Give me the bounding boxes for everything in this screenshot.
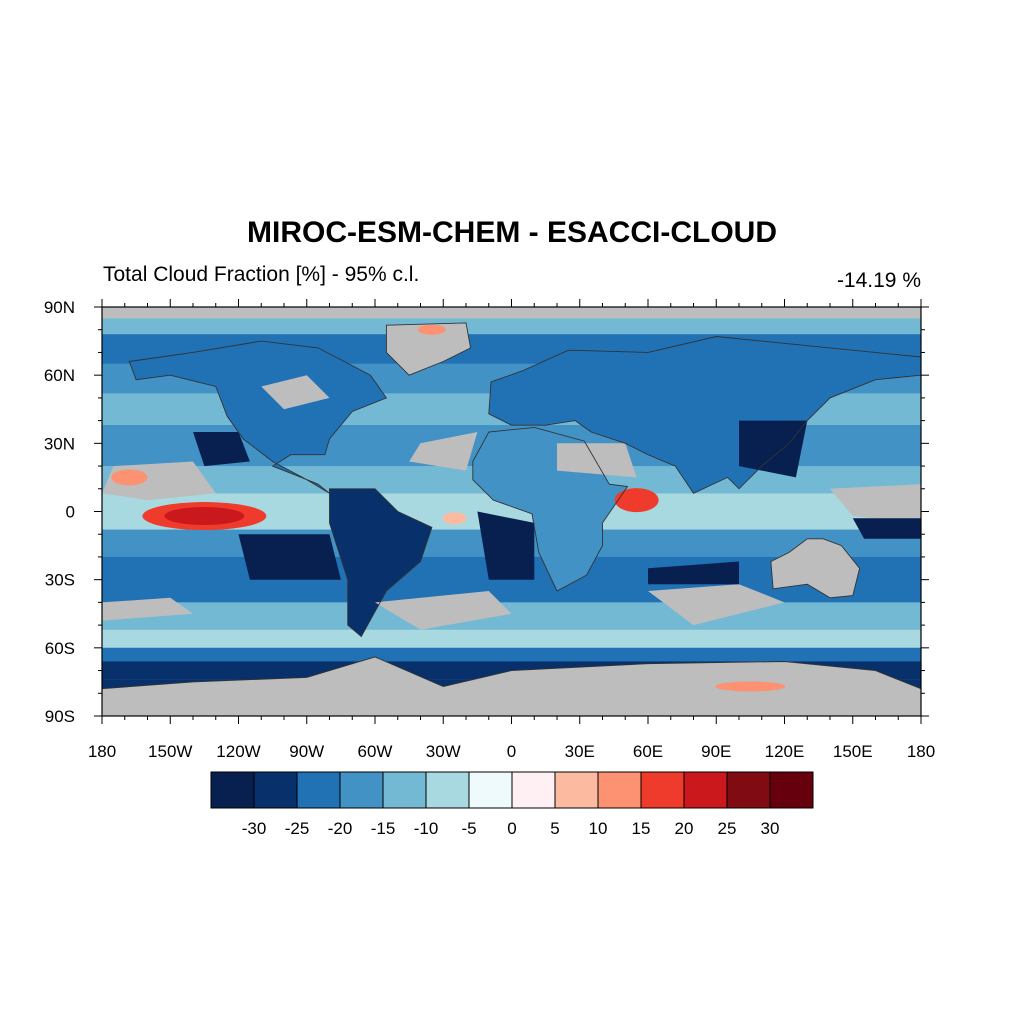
- lat-band: [102, 602, 921, 630]
- y-tick-label: 90S: [45, 707, 75, 726]
- colorbar-swatch: [382, 771, 427, 809]
- colorbar-swatch: [554, 771, 599, 809]
- coastline: [472, 426, 629, 592]
- colorbar-label: -20: [328, 819, 353, 838]
- colorbar-swatch: [339, 771, 384, 809]
- x-tick-label: 90E: [701, 742, 731, 761]
- y-tick-label: 30S: [45, 571, 75, 590]
- strong-negative-region: [193, 432, 250, 467]
- strong-negative-region: [739, 420, 808, 478]
- colorbar-label: -5: [461, 819, 476, 838]
- y-tick-label: 60N: [44, 366, 75, 385]
- landmass: [102, 656, 921, 716]
- positive-anomaly: [715, 681, 786, 692]
- colorbar-swatch: [296, 771, 341, 809]
- masked-region: [102, 307, 921, 319]
- strong-negative-region: [648, 561, 739, 585]
- x-tick-label: 180: [88, 742, 116, 761]
- colorbar-swatch: [769, 771, 814, 809]
- masked-region: [261, 375, 330, 410]
- colorbar-label: -15: [371, 819, 396, 838]
- axis-ticks: 180 150W 120W 90W 60W 30W 0 30E 60E 90E 120E 150E 18…: [44, 298, 935, 761]
- coastline: [102, 656, 921, 716]
- colorbar-label: 20: [675, 819, 694, 838]
- colorbar-swatch: [210, 771, 255, 809]
- positive-anomaly: [111, 469, 148, 486]
- coastlines: [102, 322, 921, 716]
- colorbar-label: 15: [632, 819, 651, 838]
- strong-negative-region: [238, 534, 341, 580]
- y-tick-label: 30N: [44, 434, 75, 453]
- coastline: [329, 488, 433, 638]
- x-tick-label: 180: [907, 742, 935, 761]
- colorbar-swatch: [511, 771, 556, 809]
- colorbar-label: 25: [718, 819, 737, 838]
- masked-region: [409, 432, 478, 471]
- colorbar-swatch: [468, 771, 513, 809]
- colorbar-swatch: [597, 771, 642, 809]
- lat-band: [102, 629, 921, 648]
- y-tick-label: 0: [66, 503, 75, 522]
- colorbar-label: 5: [550, 819, 559, 838]
- lat-band: [102, 318, 921, 335]
- colorbar-label: -30: [242, 819, 267, 838]
- colorbar-label: 30: [761, 819, 780, 838]
- x-tick-label: 60W: [358, 742, 393, 761]
- strong-negative-region: [852, 518, 921, 539]
- masked-region: [830, 484, 921, 523]
- colorbar-swatch: [425, 771, 470, 809]
- landmass: [488, 336, 921, 494]
- colorbar-label: 0: [507, 819, 516, 838]
- colorbar-label: -10: [414, 819, 439, 838]
- coastline: [385, 322, 472, 376]
- x-tick-label: 0: [507, 742, 516, 761]
- x-tick-label: 30E: [565, 742, 595, 761]
- colorbar-swatch: [683, 771, 728, 809]
- left-subtitle: Total Cloud Fraction [%] - 95% c.l.: [103, 263, 419, 286]
- x-tick-label: 90W: [289, 742, 324, 761]
- colorbar-label: 10: [589, 819, 608, 838]
- x-tick-label: 150W: [148, 742, 192, 761]
- anomaly-field: [102, 307, 921, 716]
- masked-region: [648, 584, 785, 626]
- colorbar-swatch: [726, 771, 771, 809]
- x-tick-label: 60E: [633, 742, 663, 761]
- strong-negative-region: [477, 511, 535, 580]
- coastline: [770, 538, 861, 599]
- colorbar-swatch: [253, 771, 298, 809]
- masked-region: [375, 591, 512, 630]
- colorbar-label: -25: [285, 819, 310, 838]
- landmass: [129, 341, 387, 494]
- x-tick-label: 120E: [765, 742, 805, 761]
- coastline: [128, 340, 388, 494]
- lat-band: [102, 647, 921, 662]
- positive-anomaly: [442, 512, 467, 525]
- y-tick-label: 90N: [44, 298, 75, 317]
- colorbar: -30 -25 -20 -15 -10 -5 0 5 10 15 20 25 30: [210, 771, 814, 838]
- landmass: [386, 322, 471, 376]
- landmass: [329, 488, 432, 637]
- right-subtitle: -14.19 %: [837, 269, 921, 292]
- positive-anomaly: [417, 324, 446, 335]
- landmass: [770, 538, 860, 598]
- x-tick-label: 30W: [426, 742, 461, 761]
- colorbar-swatch: [640, 771, 685, 809]
- masked-region: [557, 443, 637, 478]
- y-tick-label: 60S: [45, 639, 75, 658]
- x-tick-label: 150E: [833, 742, 873, 761]
- positive-anomaly: [614, 488, 659, 513]
- chart-title: MIROC-ESM-CHEM - ESACCI-CLOUD: [247, 216, 777, 249]
- positive-anomaly: [164, 507, 245, 526]
- masked-region: [102, 597, 193, 621]
- coastline: [488, 336, 921, 494]
- x-tick-label: 120W: [216, 742, 260, 761]
- map-panel: 180 150W 120W 90W 60W 30W 0 30E 60E 90E 120E 150E 18…: [44, 298, 935, 761]
